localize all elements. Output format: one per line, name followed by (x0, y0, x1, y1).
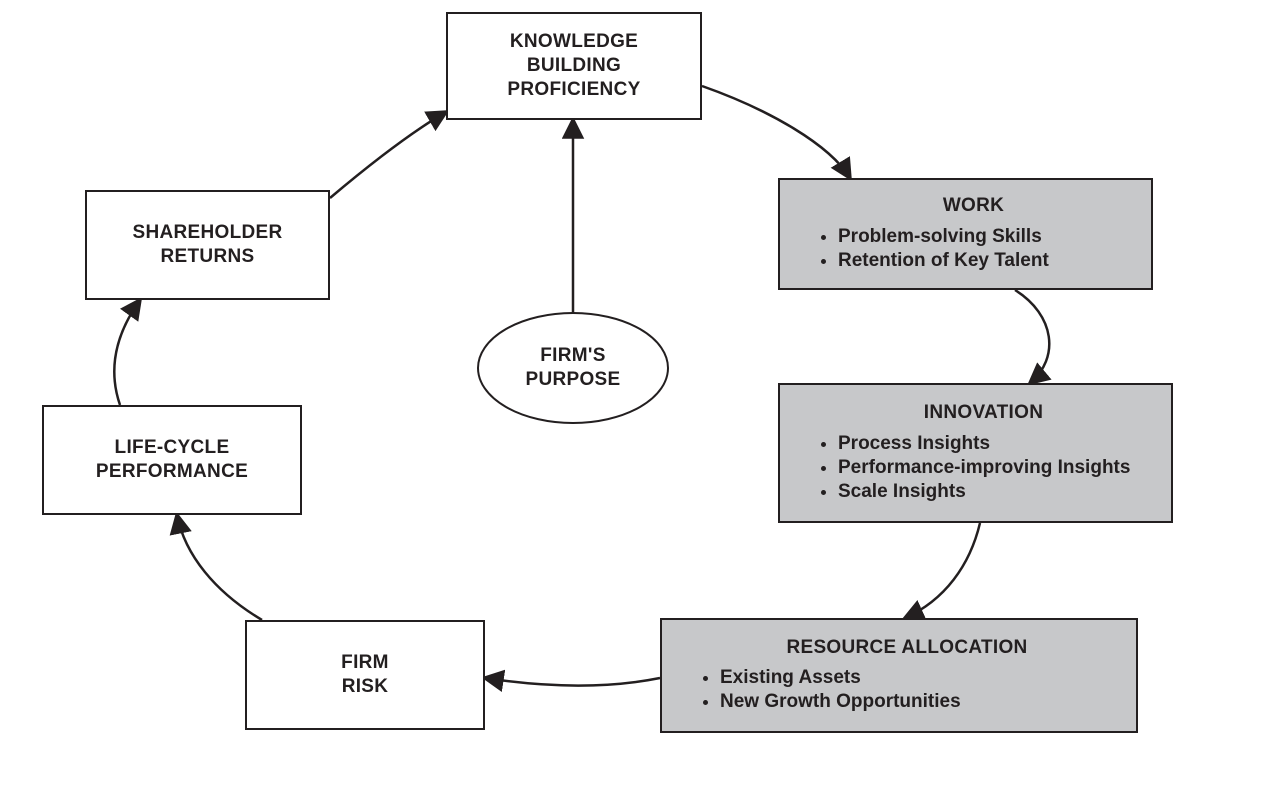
edge-shareholder-to-knowledge (330, 112, 446, 198)
edge-innovation-to-resource (905, 523, 980, 618)
node-resource-title: RESOURCE ALLOCATION (698, 636, 1116, 660)
node-innovation-bullet: Process Insights (838, 433, 1151, 455)
node-knowledge-title: KNOWLEDGEBUILDINGPROFICIENCY (507, 30, 640, 101)
edge-resource-to-risk (485, 678, 660, 686)
edge-risk-to-lifecycle (177, 515, 262, 620)
node-shareholder-title: SHAREHOLDERRETURNS (132, 221, 282, 269)
node-lifecycle: LIFE-CYCLEPERFORMANCE (42, 405, 302, 515)
node-shareholder: SHAREHOLDERRETURNS (85, 190, 330, 300)
node-risk-title: FIRMRISK (341, 651, 389, 699)
edge-work-to-innovation (1015, 290, 1049, 383)
node-risk: FIRMRISK (245, 620, 485, 730)
node-center: FIRM'SPURPOSE (478, 313, 668, 423)
node-work-bullet: Retention of Key Talent (838, 250, 1131, 272)
node-innovation-title: INNOVATION (816, 401, 1151, 425)
node-work-bullet: Problem-solving Skills (838, 226, 1131, 248)
node-innovation: INNOVATION Process InsightsPerformance-im… (778, 383, 1173, 523)
edge-lifecycle-to-shareholder (114, 300, 140, 405)
node-knowledge: KNOWLEDGEBUILDINGPROFICIENCY (446, 12, 702, 120)
node-resource-bullet: Existing Assets (720, 667, 1116, 689)
node-innovation-bullet: Performance-improving Insights (838, 457, 1151, 479)
node-resource: RESOURCE ALLOCATION Existing AssetsNew Gr… (660, 618, 1138, 733)
node-work-bullets: Problem-solving SkillsRetention of Key T… (816, 224, 1131, 274)
node-innovation-bullets: Process InsightsPerformance-improving In… (816, 431, 1151, 505)
node-work-title: WORK (816, 194, 1131, 218)
node-work: WORK Problem-solving SkillsRetention of K… (778, 178, 1153, 290)
edge-knowledge-to-work (702, 86, 850, 178)
node-innovation-bullet: Scale Insights (838, 481, 1151, 503)
node-center-label: FIRM'SPURPOSE (525, 344, 620, 392)
node-resource-bullet: New Growth Opportunities (720, 691, 1116, 713)
node-lifecycle-title: LIFE-CYCLEPERFORMANCE (96, 436, 248, 484)
node-resource-bullets: Existing AssetsNew Growth Opportunities (698, 665, 1116, 715)
